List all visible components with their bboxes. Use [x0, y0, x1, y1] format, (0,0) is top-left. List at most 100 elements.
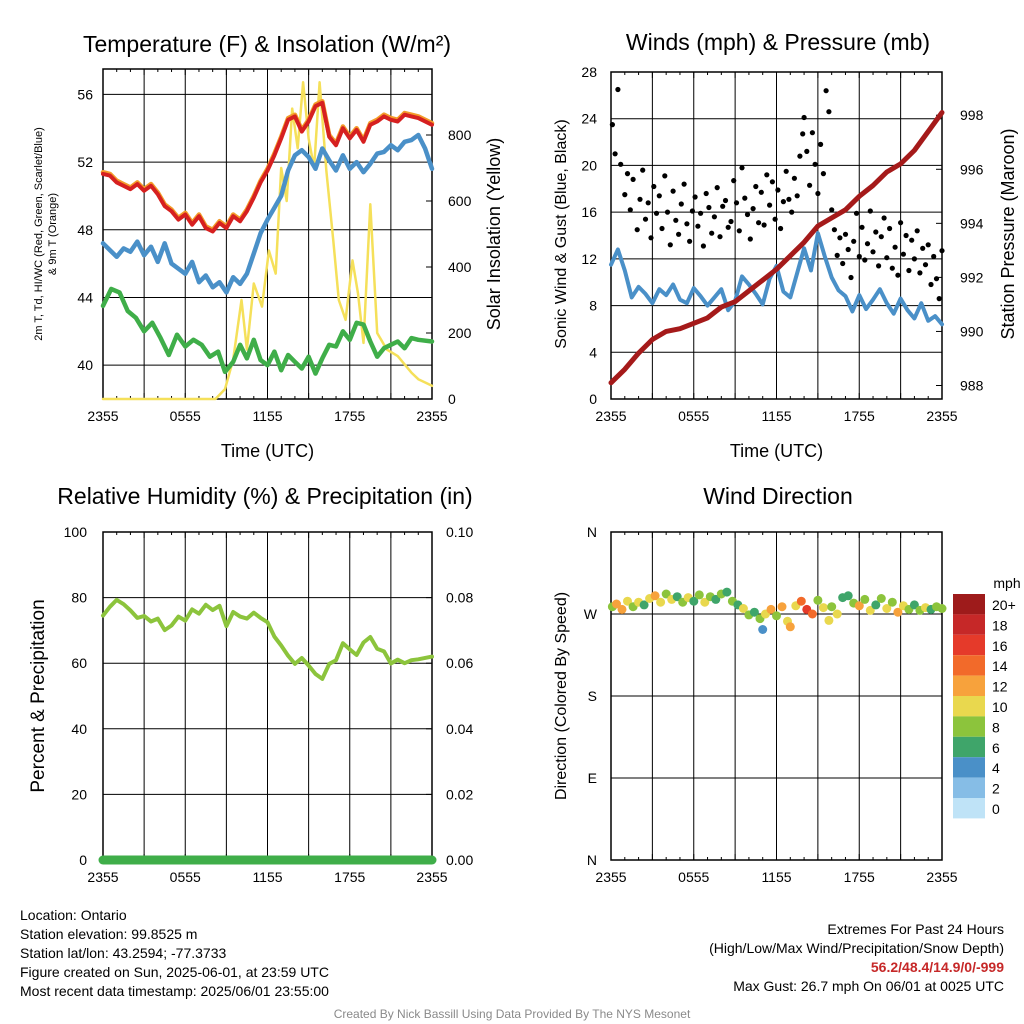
- gust-point: [624, 171, 631, 177]
- gust-point: [722, 197, 729, 204]
- humidity-title: Relative Humidity (%) & Precipitation (i…: [57, 483, 472, 509]
- y-axis-title: Direction (Colored By Speed): [553, 592, 570, 800]
- gust-point: [778, 225, 784, 232]
- gust-point: [667, 242, 673, 248]
- gust-point: [815, 190, 821, 197]
- colorbar-label: 18: [992, 617, 1008, 633]
- gust-point: [922, 262, 929, 268]
- colorbar-label: 0: [992, 801, 1000, 817]
- gust-point: [700, 243, 707, 249]
- colorbar-swatch: [953, 777, 985, 798]
- gust-point: [823, 88, 829, 94]
- y-tick-label: 0: [589, 391, 597, 407]
- colorbar-label: 20+: [992, 597, 1016, 613]
- x-tick-label: 1155: [252, 408, 282, 424]
- right-y-tick-label: 0.10: [446, 524, 473, 540]
- right-y-tick-label: 800: [448, 127, 472, 143]
- gust-point: [837, 235, 843, 241]
- gust-point: [903, 232, 909, 239]
- gust-point: [728, 218, 734, 225]
- y-tick-label: 4: [589, 344, 597, 360]
- direction-point: [656, 597, 666, 607]
- gust-point: [640, 167, 646, 173]
- direction-point: [824, 615, 834, 625]
- gust-point: [884, 255, 890, 261]
- gust-point: [864, 241, 871, 247]
- gust-point: [807, 182, 813, 188]
- location-text: Location: Ontario: [20, 907, 127, 923]
- gust-point: [637, 196, 643, 202]
- colorbar-swatch: [953, 655, 985, 676]
- gust-point: [618, 161, 624, 167]
- direction-point: [818, 603, 828, 613]
- direction-point: [612, 599, 621, 609]
- y-axis-title-line2: & 9m T (Orange): [47, 193, 59, 275]
- direction-point: [796, 596, 806, 606]
- gust-point: [887, 225, 893, 232]
- gust-point: [873, 229, 879, 235]
- direction-point: [785, 622, 795, 632]
- winds-chart: Winds (mph) & Pressure (mb) 0 4 8 12 16 20 24 28…: [553, 29, 1018, 461]
- gust-point: [826, 109, 832, 115]
- gust-point: [761, 222, 767, 228]
- y-tick-label: E: [588, 770, 597, 786]
- colorbar-swatch: [953, 614, 985, 635]
- gust-point: [939, 248, 945, 254]
- gust-point: [789, 209, 795, 215]
- y-tick-label: 52: [77, 154, 93, 170]
- direction-point: [758, 625, 768, 634]
- gust-point: [767, 202, 773, 208]
- direction-point: [860, 594, 870, 604]
- gust-point: [742, 195, 748, 201]
- x-tick-label: 1755: [334, 869, 365, 885]
- gust-point: [775, 187, 781, 193]
- gust-point: [653, 210, 660, 216]
- gust-point: [831, 227, 838, 233]
- y-tick-label: 20: [71, 786, 87, 802]
- y-axis-title: Sonic Wind & Gust (Blue, Black): [553, 119, 570, 348]
- colorbar-swatch: [953, 798, 985, 819]
- x-tick-label: 1155: [761, 408, 791, 424]
- gust-point: [853, 210, 860, 216]
- y-axis-title-group: 2m T, Td, HI/WC (Red, Green, Scarlet/Blu…: [33, 127, 59, 341]
- gust-point: [933, 276, 940, 282]
- direction-point: [865, 605, 875, 615]
- created-text: Figure created on Sun, 2025-06-01, at 23…: [20, 964, 329, 980]
- right-y-tick-label: 400: [448, 259, 472, 275]
- right-y-tick-label: 0: [448, 391, 456, 407]
- extremes-info: Extremes For Past 24 Hours (High/Low/Max…: [709, 920, 1004, 996]
- y-tick-label: N: [587, 524, 597, 540]
- right-axis-title-group: Station Pressure (Maroon): [998, 128, 1018, 339]
- right-y-tick-label: 988: [960, 377, 984, 393]
- gust-point: [783, 168, 789, 174]
- x-tick-label: 2355: [87, 869, 118, 885]
- gust-point: [725, 224, 731, 230]
- rh-series-line: [101, 597, 434, 681]
- y-tick-label: 44: [77, 289, 93, 305]
- gust-point: [764, 172, 770, 178]
- gust-point: [797, 153, 803, 159]
- gust-point: [856, 253, 862, 260]
- gust-point: [925, 242, 931, 248]
- right-axis-title: Station Pressure (Maroon): [998, 128, 1018, 339]
- gust-point: [800, 131, 806, 137]
- direction-point: [766, 604, 776, 614]
- direction-point: [661, 589, 671, 599]
- gust-point: [750, 206, 756, 212]
- right-y-tick-label: 990: [960, 323, 984, 339]
- gust-point: [820, 171, 827, 177]
- winds-title: Winds (mph) & Pressure (mb): [626, 29, 930, 55]
- colorbar-swatch: [953, 716, 985, 737]
- gust-point: [900, 251, 907, 257]
- right-y-tick-label: 0.08: [446, 590, 473, 606]
- y-tick-label: 16: [581, 204, 597, 220]
- colorbar-label: 10: [992, 699, 1008, 715]
- right-y-tick-label: 0.02: [446, 786, 473, 802]
- y-tick-label: 80: [71, 590, 87, 606]
- gust-point: [845, 246, 851, 253]
- right-y-tick-label: 996: [960, 161, 984, 177]
- direction-point: [832, 609, 842, 619]
- extremes-values: 56.2/48.4/14.9/0/-999: [870, 959, 1004, 975]
- y-tick-label: 24: [581, 111, 597, 127]
